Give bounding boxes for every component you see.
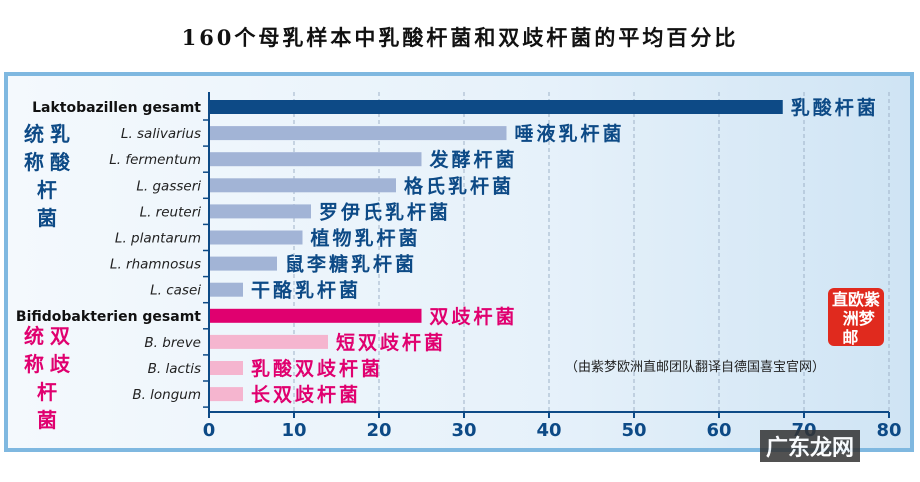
- category-label: L. plantarum: [115, 231, 201, 247]
- bar: [210, 282, 243, 297]
- seal-stamp: 直欧紫 洲梦邮: [828, 288, 884, 347]
- category-label: L. rhamnosus: [110, 257, 201, 273]
- data-label-cn: 长双歧杆菌: [251, 383, 361, 406]
- bar: [210, 308, 422, 323]
- bar: [210, 178, 396, 193]
- bar: [210, 100, 783, 114]
- data-label-cn: 格氏乳杆菌: [404, 174, 514, 197]
- data-label-cn: 发酵杆菌: [429, 148, 518, 171]
- bar: [210, 334, 328, 349]
- credit-note: （由紫梦欧洲直邮团队翻译自德国喜宝官网）: [565, 360, 826, 375]
- bar: [210, 204, 311, 219]
- x-tick-label: 40: [536, 420, 561, 441]
- bar: [210, 152, 422, 167]
- category-label: B. longum: [132, 387, 201, 403]
- x-tick-label: 30: [451, 420, 476, 441]
- bar: [210, 361, 243, 375]
- category-label: L. reuteri: [140, 204, 202, 220]
- data-label-cn: 干酪乳杆菌: [251, 279, 361, 302]
- category-label: L. fermentum: [109, 152, 201, 168]
- group-label-lactobacilli: 统乳 称酸 杆 菌: [24, 122, 76, 230]
- bar: [210, 256, 277, 271]
- x-tick-label: 10: [281, 420, 306, 441]
- data-label-cn: 乳酸双歧杆菌: [251, 357, 383, 380]
- category-label: Bifidobakterien gesamt: [16, 309, 201, 325]
- bar: [210, 230, 303, 245]
- bar: [210, 126, 507, 141]
- x-tick-label: 80: [876, 420, 901, 441]
- data-label-cn: 乳酸杆菌: [791, 96, 879, 119]
- data-label-cn: 鼠李糖乳杆菌: [285, 253, 417, 276]
- category-label: B. breve: [144, 335, 201, 351]
- group-label-bifidobacteria: 统双 称歧 杆 菌: [24, 324, 76, 432]
- data-label-cn: 唾液乳杆菌: [515, 122, 625, 145]
- x-tick-label: 50: [621, 420, 646, 441]
- x-tick-label: 20: [366, 420, 391, 441]
- category-label: L. casei: [150, 283, 201, 299]
- category-label: B. lactis: [148, 361, 201, 377]
- data-label-cn: 短双歧杆菌: [336, 331, 446, 354]
- data-label-cn: 植物乳杆菌: [311, 227, 421, 250]
- x-tick-label: 60: [706, 420, 731, 441]
- data-label-cn: 罗伊氏乳杆菌: [319, 200, 451, 223]
- category-label: L. gasseri: [136, 178, 201, 194]
- category-label: Laktobazillen gesamt: [32, 100, 201, 116]
- data-label-cn: 双歧杆菌: [430, 305, 518, 328]
- x-tick-label: 0: [203, 420, 216, 441]
- chart-title: 160个母乳样本中乳酸杆菌和双歧杆菌的平均百分比: [181, 25, 739, 50]
- watermark: 广东龙网: [760, 430, 861, 462]
- category-label: L. salivarius: [121, 126, 201, 142]
- bar: [210, 387, 243, 402]
